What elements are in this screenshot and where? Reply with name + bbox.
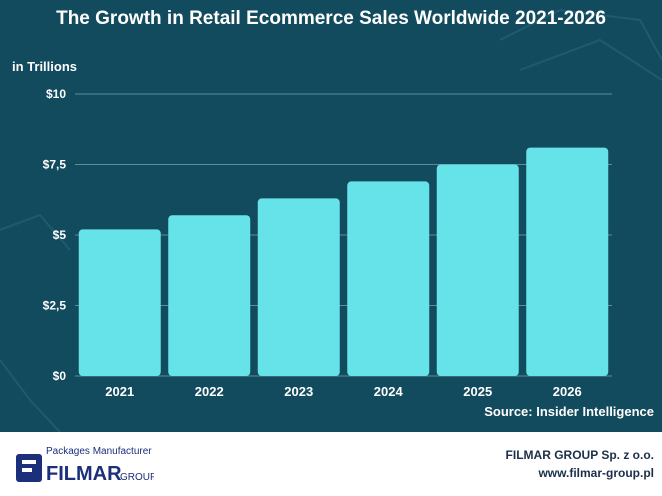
svg-text:FILMAR: FILMAR [46,463,122,485]
bar-2023 [257,198,340,376]
y-tick-label: $10 [46,87,66,101]
company-info: FILMAR GROUP Sp. z o.o. www.filmar-group… [506,446,654,482]
bar-2022 [168,215,251,376]
y-tick-label: $2,5 [43,299,67,313]
background-decoration [0,8,662,432]
x-tick-label: 2022 [195,384,224,399]
company-name: FILMAR GROUP Sp. z o.o. [505,448,654,462]
y-tick-label: $0 [53,369,67,383]
footer: Packages Manufacturer FILMAR GROUP FILMA… [0,432,662,496]
chart-title: The Growth in Retail Ecommerce Sales Wor… [56,8,606,29]
svg-text:GROUP: GROUP [120,472,154,483]
x-tick-label: 2023 [284,384,313,399]
y-tick-label: $7,5 [43,158,67,172]
bar-2021 [78,229,161,376]
svg-text:Packages Manufacturer: Packages Manufacturer [46,446,152,457]
filmar-logo: Packages Manufacturer FILMAR GROUP [16,446,154,485]
y-tick-label: $5 [53,228,67,242]
x-tick-label: 2026 [553,384,582,399]
x-tick-label: 2025 [463,384,492,399]
source-note: Source: Insider Intelligence [484,404,654,419]
company-website[interactable]: www.filmar-group.pl [538,466,654,480]
x-tick-label: 2024 [374,384,404,399]
bar-2024 [347,181,430,376]
x-tick-label: 2021 [105,384,134,399]
chart-panel: The Growth in Retail Ecommerce Sales Wor… [0,0,662,432]
bar-2026 [526,147,609,376]
y-axis-unit-label: in Trillions [12,59,78,74]
bar-chart: $0 $2,5 $5 $7,5 $10 2021 2022 2023 2024 2025 2026 [43,87,612,399]
bar-2025 [436,164,519,376]
